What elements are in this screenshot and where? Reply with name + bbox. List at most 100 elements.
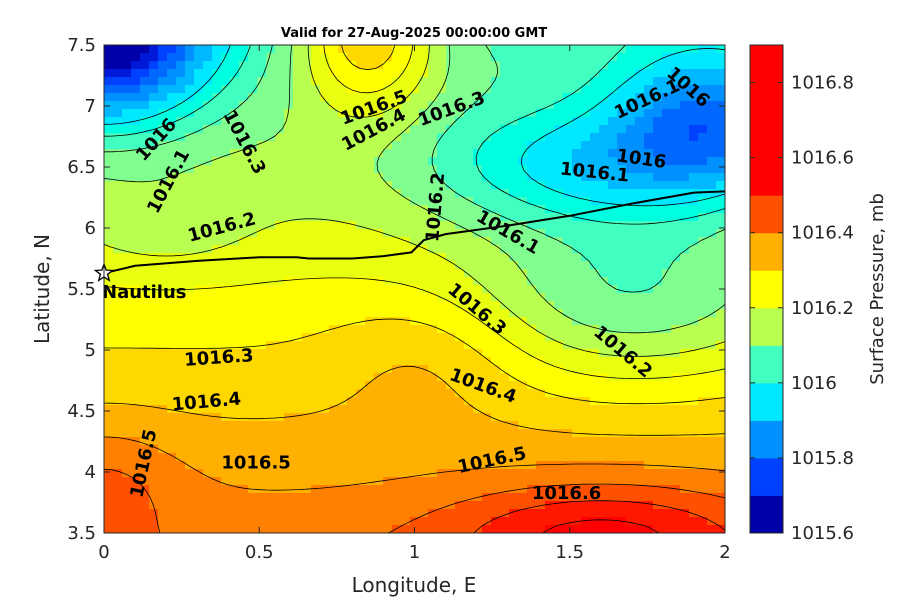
field-cell: [401, 397, 411, 406]
field-cell: [617, 405, 627, 414]
field-cell: [221, 461, 231, 470]
field-cell: [536, 429, 546, 438]
field-cell: [293, 245, 303, 254]
field-cell: [338, 525, 348, 533]
field-cell: [644, 133, 654, 142]
field-cell: [563, 253, 573, 262]
field-cell: [329, 133, 339, 142]
field-cell: [293, 85, 303, 94]
field-cell: [140, 413, 150, 422]
field-cell: [545, 437, 555, 446]
field-cell: [491, 237, 501, 246]
field-cell: [104, 245, 114, 254]
field-cell: [482, 245, 492, 254]
field-cell: [626, 333, 636, 342]
field-cell: [545, 213, 555, 222]
colorbar-swatch: [750, 45, 783, 84]
field-cell: [572, 293, 582, 302]
field-cell: [545, 85, 555, 94]
field-cell: [590, 173, 600, 182]
field-cell: [239, 237, 249, 246]
field-cell: [320, 501, 330, 510]
field-cell: [194, 165, 204, 174]
field-cell: [437, 261, 447, 270]
field-cell: [617, 341, 627, 350]
field-cell: [194, 333, 204, 342]
field-cell: [221, 333, 231, 342]
field-cell: [257, 461, 267, 470]
field-cell: [410, 157, 420, 166]
field-cell: [158, 189, 168, 198]
field-cell: [221, 77, 231, 86]
field-cell: [545, 245, 555, 254]
field-cell: [104, 125, 114, 134]
field-cell: [518, 293, 528, 302]
field-cell: [617, 437, 627, 446]
field-cell: [338, 85, 348, 94]
field-cell: [113, 469, 123, 478]
field-cell: [356, 237, 366, 246]
field-cell: [122, 93, 132, 102]
field-cell: [383, 45, 393, 54]
field-cell: [104, 85, 114, 94]
field-cell: [221, 397, 231, 406]
field-cell: [509, 77, 519, 86]
field-cell: [365, 501, 375, 510]
field-cell: [302, 277, 312, 286]
field-cell: [257, 93, 267, 102]
field-cell: [581, 125, 591, 134]
field-cell: [410, 453, 420, 462]
field-cell: [536, 493, 546, 502]
field-cell: [500, 501, 510, 510]
field-cell: [689, 125, 699, 134]
field-cell: [356, 421, 366, 430]
field-cell: [383, 333, 393, 342]
field-cell: [203, 213, 213, 222]
field-cell: [617, 237, 627, 246]
field-cell: [176, 469, 186, 478]
field-cell: [257, 61, 267, 70]
field-cell: [158, 261, 168, 270]
field-cell: [464, 69, 474, 78]
field-cell: [122, 205, 132, 214]
field-cell: [185, 261, 195, 270]
field-cell: [455, 365, 465, 374]
field-cell: [365, 421, 375, 430]
field-cell: [356, 429, 366, 438]
field-cell: [176, 309, 186, 318]
field-cell: [293, 509, 303, 518]
field-cell: [707, 461, 717, 470]
field-cell: [113, 261, 123, 270]
field-cell: [563, 469, 573, 478]
field-cell: [446, 453, 456, 462]
field-cell: [707, 165, 717, 174]
field-cell: [518, 165, 528, 174]
field-cell: [446, 421, 456, 430]
field-cell: [500, 517, 510, 526]
field-cell: [149, 325, 159, 334]
field-cell: [194, 317, 204, 326]
field-cell: [545, 477, 555, 486]
field-cell: [194, 501, 204, 510]
field-cell: [266, 453, 276, 462]
field-cell: [392, 221, 402, 230]
field-cell: [527, 229, 537, 238]
field-cell: [374, 509, 384, 518]
field-cell: [104, 157, 114, 166]
field-cell: [104, 365, 114, 374]
field-cell: [194, 293, 204, 302]
field-cell: [491, 461, 501, 470]
field-cell: [626, 413, 636, 422]
field-cell: [338, 53, 348, 62]
field-cell: [122, 341, 132, 350]
field-cell: [500, 133, 510, 142]
field-cell: [356, 157, 366, 166]
field-cell: [158, 181, 168, 190]
field-cell: [185, 453, 195, 462]
field-cell: [680, 453, 690, 462]
field-cell: [437, 293, 447, 302]
field-cell: [248, 413, 258, 422]
field-cell: [320, 293, 330, 302]
field-cell: [545, 149, 555, 158]
field-cell: [203, 405, 213, 414]
